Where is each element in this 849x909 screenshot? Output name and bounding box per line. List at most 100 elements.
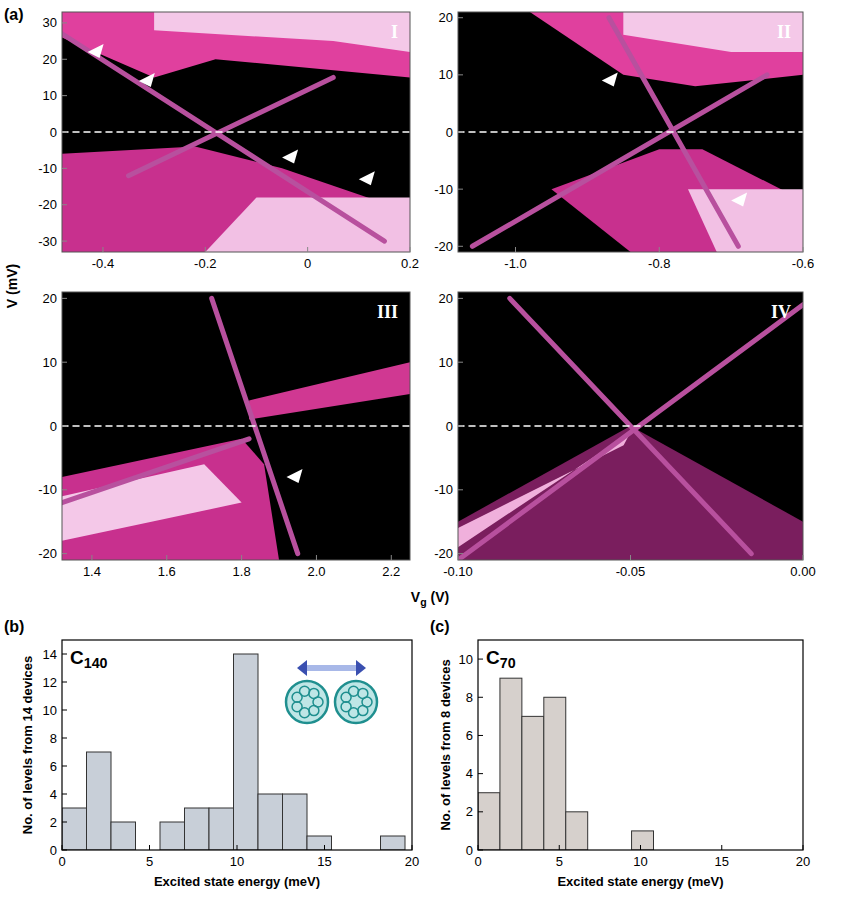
bar <box>632 831 654 850</box>
plot-frame <box>478 640 803 850</box>
y-tick-label: 2 <box>466 804 473 819</box>
axes: -0.10-0.050.00-20-1001020 <box>434 291 815 579</box>
fullerene <box>286 681 328 723</box>
fullerene-ring <box>341 702 351 712</box>
y-tick <box>478 811 483 812</box>
x-tick <box>91 555 92 560</box>
x-tick-label: 5 <box>146 854 153 869</box>
y-tick-label: -10 <box>434 482 453 497</box>
bar <box>111 822 136 850</box>
x-tick <box>205 247 206 252</box>
arrowhead <box>359 171 375 185</box>
y-tick <box>62 682 67 683</box>
bar <box>160 822 185 850</box>
arrowhead <box>602 73 618 87</box>
y-tick <box>62 489 67 490</box>
fullerene-ring <box>358 688 368 698</box>
y-tick <box>478 850 483 851</box>
panel-letter: (b) <box>4 618 24 635</box>
region <box>62 464 242 541</box>
arrowhead <box>139 73 155 87</box>
x-tick-label: -0.6 <box>792 256 814 271</box>
y-tick <box>62 298 67 299</box>
plot-frame <box>62 640 412 850</box>
transition-line <box>129 77 334 175</box>
y-tick <box>62 710 67 711</box>
y-tick-label: 20 <box>439 291 453 306</box>
y-tick <box>458 189 463 190</box>
y-tick <box>458 132 463 133</box>
reference-line <box>62 425 410 427</box>
bar <box>258 794 283 850</box>
y-tick <box>458 362 463 363</box>
reference-line <box>62 131 410 133</box>
plot-area <box>62 654 405 850</box>
region <box>154 12 410 52</box>
arrow-head <box>297 660 307 676</box>
y-tick-label: 0 <box>466 843 473 858</box>
x-tick <box>102 247 103 252</box>
bar <box>566 812 588 850</box>
y-tick-label: 20 <box>43 52 57 67</box>
y-tick-label: 0 <box>50 843 57 858</box>
x-tick-label: 10 <box>633 854 647 869</box>
plot-area <box>62 298 410 560</box>
axes: -0.4-0.200.2-30-20-100102030 <box>38 15 419 271</box>
plot-frame <box>458 292 803 560</box>
x-tick-label: 2.0 <box>307 564 325 579</box>
y-tick-label: 0 <box>50 419 57 434</box>
bar <box>62 808 87 850</box>
y-tick-label: 8 <box>466 690 473 705</box>
y-tick <box>62 822 67 823</box>
y-tick <box>478 697 483 698</box>
x-tick <box>316 555 317 560</box>
x-tick <box>324 845 325 850</box>
x-tick-label: 1.4 <box>83 564 101 579</box>
region <box>458 426 803 560</box>
y-tick <box>458 246 463 247</box>
y-tick <box>62 95 67 96</box>
x-tick <box>458 555 459 560</box>
y-tick-label: 10 <box>459 652 473 667</box>
arrow-shaft <box>305 665 358 671</box>
y-tick-label: 10 <box>43 88 57 103</box>
y-tick-label: 0 <box>50 125 57 140</box>
y-tick <box>62 794 67 795</box>
x-tick-label: 20 <box>405 854 419 869</box>
y-tick-label: 6 <box>466 728 473 743</box>
bar <box>234 654 259 850</box>
x-tick-label: 0.2 <box>401 256 419 271</box>
y-tick <box>458 74 463 75</box>
x-tick <box>166 555 167 560</box>
plot-area <box>62 12 410 252</box>
bar <box>381 836 406 850</box>
y-tick-label: 10 <box>439 67 453 82</box>
fullerene-ring <box>292 702 302 712</box>
bar <box>522 716 544 850</box>
plot-background <box>62 292 410 560</box>
y-tick <box>62 241 67 242</box>
y-tick <box>458 489 463 490</box>
plot-area <box>458 298 803 560</box>
axes: 051015200246810 <box>459 652 811 869</box>
y-tick-label: 10 <box>43 355 57 370</box>
y-tick <box>62 738 67 739</box>
bar <box>307 836 332 850</box>
y-tick-label: 10 <box>43 703 57 718</box>
axes: 0510152002468101214 <box>43 647 420 870</box>
y-tick-label: -10 <box>434 182 453 197</box>
text-sub: 140 <box>84 655 108 671</box>
y-tick-label: 20 <box>43 291 57 306</box>
y-tick-label: -20 <box>38 197 57 212</box>
axis-title: Excited state energy (meV) <box>557 874 723 889</box>
x-tick <box>478 845 479 850</box>
panel-numeral: I <box>391 22 398 42</box>
x-tick <box>307 247 308 252</box>
x-tick <box>559 845 560 850</box>
y-tick-label: -10 <box>38 482 57 497</box>
plot-frame <box>62 292 410 560</box>
fullerene-ring <box>349 686 359 696</box>
y-tick <box>458 298 463 299</box>
panel-numeral: IV <box>771 302 791 322</box>
x-tick <box>803 247 804 252</box>
